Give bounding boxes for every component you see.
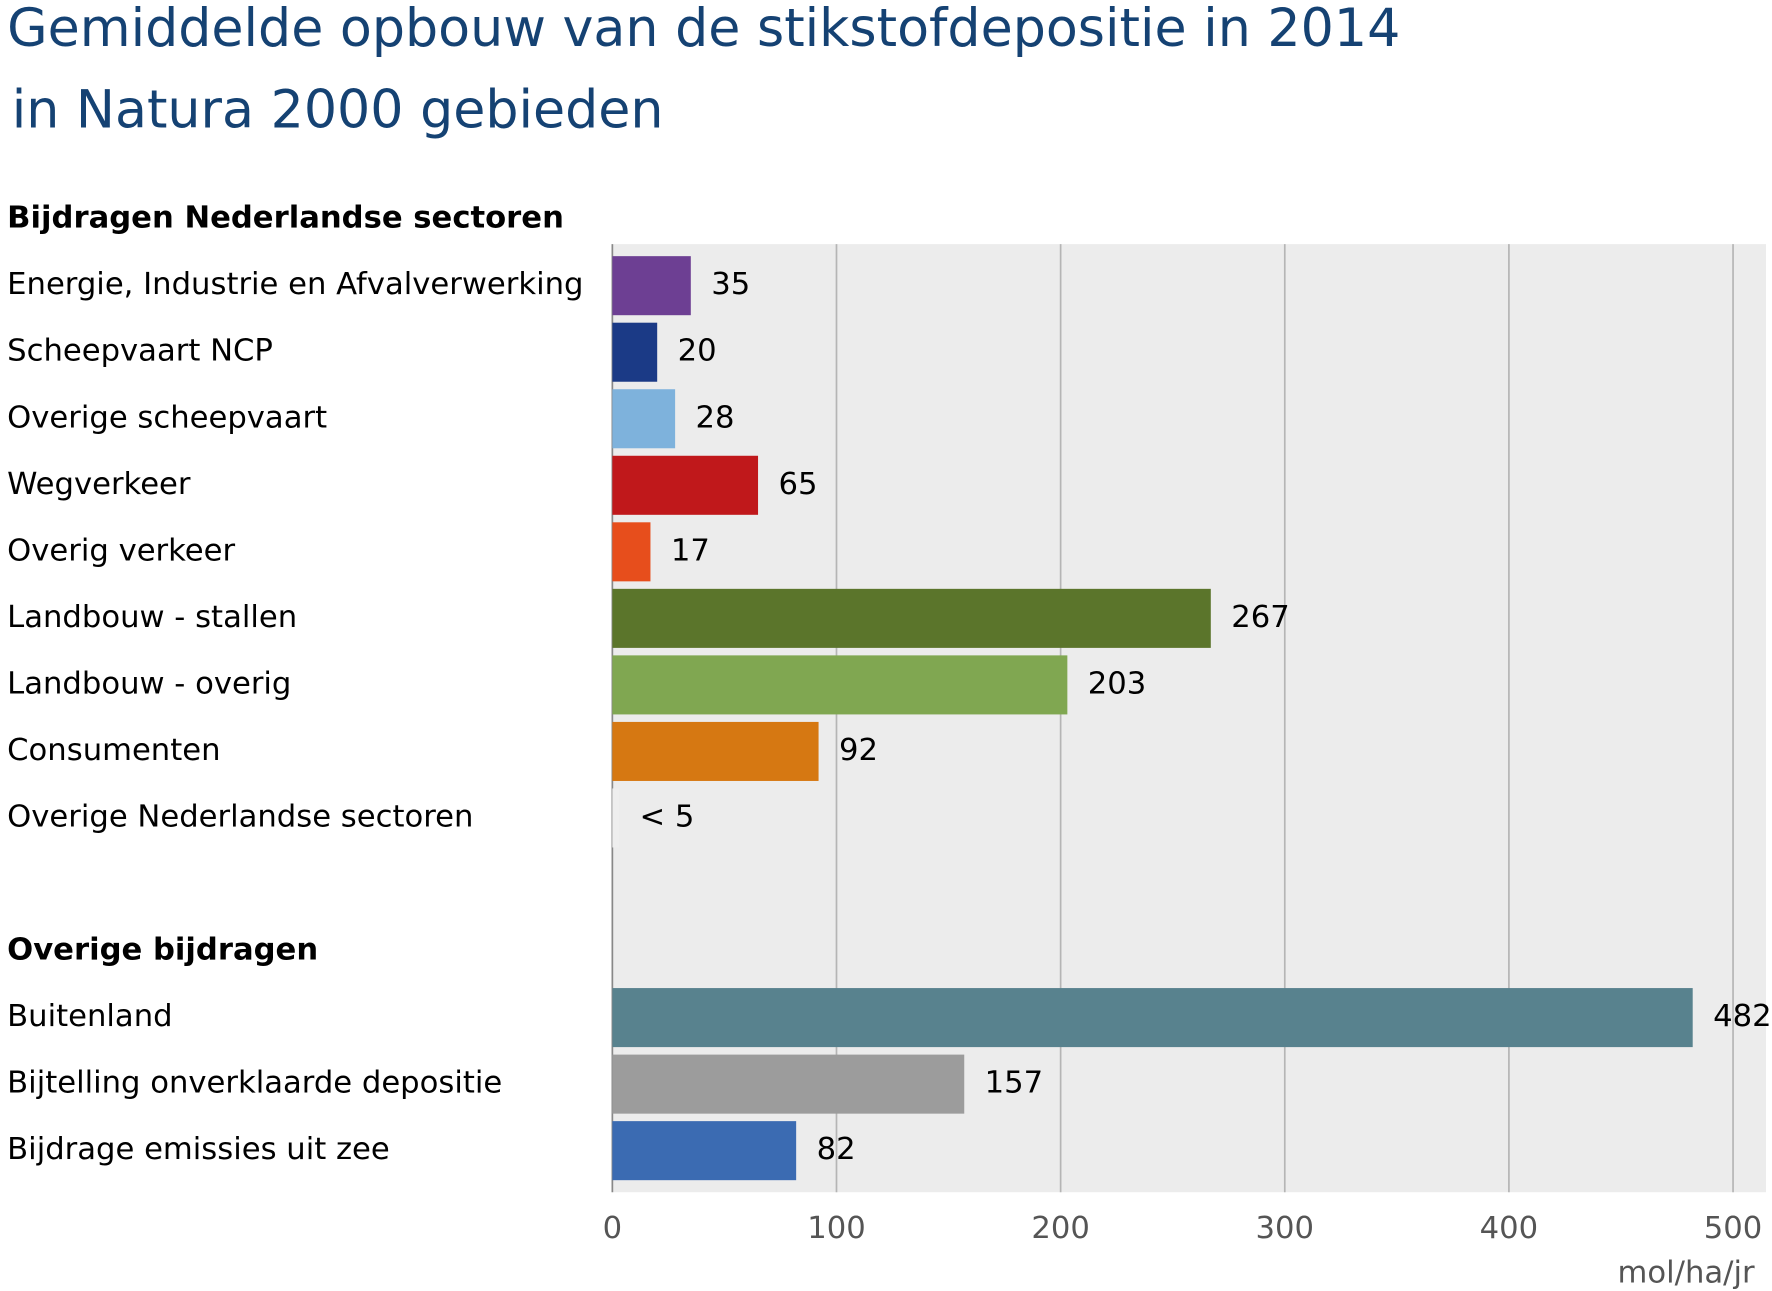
y-tick-label: Landbouw - overig [7, 666, 291, 701]
y-tick-label: Landbouw - stallen [7, 600, 297, 635]
y-tick-label: Consumenten [7, 733, 220, 768]
plot-background [612, 244, 1766, 1193]
value-label: 65 [778, 467, 817, 502]
bar [612, 455, 759, 515]
x-tick-label: 200 [1031, 1211, 1089, 1246]
y-tick-label: Bijtelling onverklaarde depositie [7, 1066, 502, 1101]
x-tick-label: 100 [807, 1211, 865, 1246]
chart-title: in Natura 2000 gebieden [12, 81, 664, 141]
y-tick-label: Overig verkeer [7, 533, 235, 568]
y-tick-label: Scheepvaart NCP [7, 334, 273, 369]
value-label: 267 [1231, 600, 1289, 635]
group-label: Overige bijdragen [7, 933, 318, 968]
y-tick-label: Wegverkeer [7, 467, 191, 502]
value-label: 203 [1088, 666, 1146, 701]
y-tick-label: Energie, Industrie en Afvalverwerking [7, 267, 583, 302]
bar [612, 788, 620, 848]
bar [612, 1054, 965, 1114]
x-tick-label: 400 [1480, 1211, 1538, 1246]
bar [612, 389, 676, 449]
x-tick-label: 0 [603, 1211, 623, 1246]
bar [612, 655, 1068, 715]
value-label: 20 [678, 334, 717, 369]
y-tick-label: Overige Nederlandse sectoren [7, 799, 473, 834]
bar [612, 256, 691, 316]
x-tick-label: 500 [1704, 1211, 1762, 1246]
bar [612, 322, 658, 382]
value-label: 82 [817, 1132, 856, 1167]
value-label: 35 [711, 267, 750, 302]
x-unit: mol/ha/jr [1618, 1255, 1755, 1290]
bar [612, 721, 819, 781]
bar [612, 588, 1211, 648]
value-label: 17 [671, 533, 710, 568]
value-label: 28 [696, 400, 735, 435]
bar [612, 522, 651, 582]
group-label: Bijdragen Nederlandse sectoren [7, 201, 564, 236]
y-tick-label: Buitenland [7, 999, 172, 1034]
bar [612, 988, 1693, 1048]
bar [612, 1121, 797, 1181]
value-label: 157 [985, 1066, 1043, 1101]
y-tick-label: Overige scheepvaart [7, 400, 327, 435]
value-label: < 5 [640, 799, 695, 834]
value-label: 92 [839, 733, 878, 768]
x-tick-label: 300 [1256, 1211, 1314, 1246]
y-tick-label: Bijdrage emissies uit zee [7, 1132, 390, 1167]
value-label: 482 [1713, 999, 1771, 1034]
chart-title: Gemiddelde opbouw van de stikstofdeposit… [7, 0, 1400, 59]
